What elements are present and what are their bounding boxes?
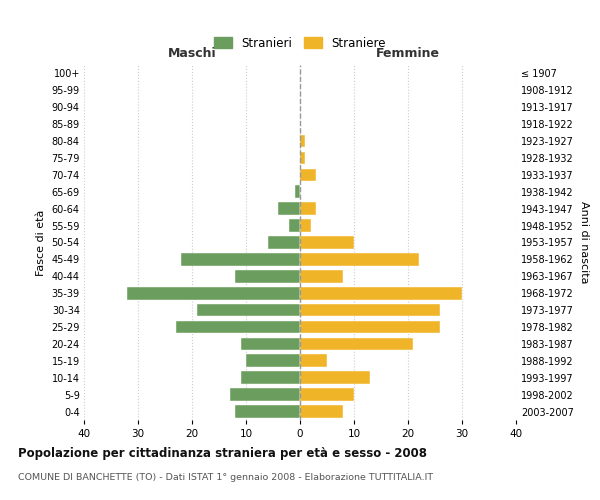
Y-axis label: Fasce di età: Fasce di età	[36, 210, 46, 276]
Bar	[295, 186, 300, 198]
Bar	[289, 220, 300, 232]
Bar	[300, 287, 462, 300]
Text: COMUNE DI BANCHETTE (TO) - Dati ISTAT 1° gennaio 2008 - Elaborazione TUTTITALIA.: COMUNE DI BANCHETTE (TO) - Dati ISTAT 1°…	[18, 472, 433, 482]
Bar	[278, 202, 300, 215]
Bar	[235, 270, 300, 282]
Bar	[197, 304, 300, 316]
Text: Popolazione per cittadinanza straniera per età e sesso - 2008: Popolazione per cittadinanza straniera p…	[18, 448, 427, 460]
Bar	[235, 405, 300, 418]
Bar	[300, 320, 440, 334]
Bar	[268, 236, 300, 249]
Y-axis label: Anni di nascita: Anni di nascita	[579, 201, 589, 284]
Legend: Stranieri, Straniere: Stranieri, Straniere	[209, 32, 391, 54]
Bar	[300, 202, 316, 215]
Bar	[181, 253, 300, 266]
Bar	[300, 134, 305, 147]
Bar	[230, 388, 300, 401]
Bar	[246, 354, 300, 367]
Text: Maschi: Maschi	[167, 47, 217, 60]
Bar	[300, 304, 440, 316]
Bar	[127, 287, 300, 300]
Bar	[300, 270, 343, 282]
Bar	[300, 338, 413, 350]
Bar	[300, 354, 327, 367]
Bar	[300, 253, 419, 266]
Bar	[300, 168, 316, 181]
Bar	[300, 220, 311, 232]
Bar	[300, 388, 354, 401]
Bar	[300, 236, 354, 249]
Bar	[241, 338, 300, 350]
Text: Femmine: Femmine	[376, 47, 440, 60]
Bar	[241, 372, 300, 384]
Bar	[176, 320, 300, 334]
Bar	[300, 372, 370, 384]
Bar	[300, 405, 343, 418]
Bar	[300, 152, 305, 164]
